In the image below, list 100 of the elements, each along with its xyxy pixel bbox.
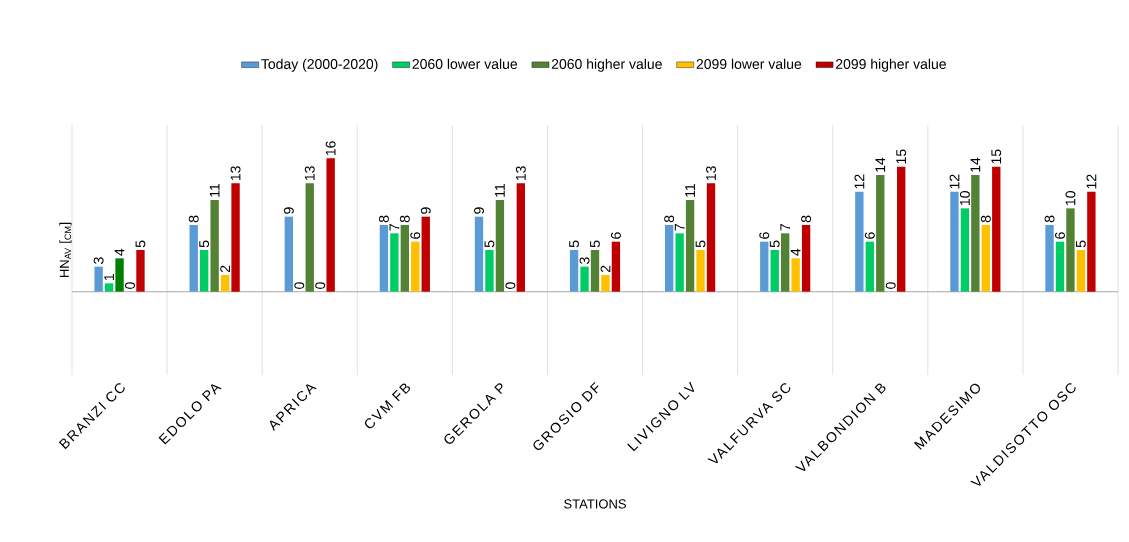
data-label: 8 — [378, 215, 389, 223]
data-label: 6 — [610, 232, 621, 239]
data-label: 13 — [304, 166, 315, 181]
data-label: 0 — [294, 282, 305, 289]
data-label: 6 — [864, 232, 875, 239]
bar — [971, 175, 980, 292]
legend-label: Today (2000-2020) — [261, 58, 378, 72]
legend-label: 2099 lower value — [696, 58, 802, 69]
data-label: 0 — [505, 282, 516, 289]
legend-label: 2060 lower value — [412, 58, 518, 69]
bar — [897, 166, 906, 292]
bar — [104, 283, 114, 292]
data-label: 0 — [315, 282, 326, 289]
data-label: 10 — [959, 191, 970, 206]
data-label: 9 — [420, 207, 431, 214]
bar — [421, 216, 430, 292]
data-label: 14 — [970, 157, 981, 172]
bar — [876, 175, 885, 292]
data-label: 3 — [579, 257, 590, 264]
bar — [1076, 250, 1086, 292]
data-label: 4 — [790, 248, 801, 256]
bar — [1087, 191, 1096, 292]
bar — [115, 258, 124, 292]
data-label: 11 — [209, 183, 220, 197]
bar — [569, 250, 579, 292]
bar — [1055, 241, 1065, 292]
bar — [94, 266, 103, 292]
data-label: 15 — [896, 149, 907, 164]
bar — [411, 241, 420, 292]
data-label: 6 — [759, 232, 770, 239]
bar — [189, 225, 198, 292]
data-label: 9 — [474, 207, 484, 214]
bar — [284, 216, 293, 292]
data-label: 8 — [980, 215, 991, 223]
bar — [231, 183, 240, 292]
bar — [305, 183, 314, 292]
data-label: 13 — [706, 166, 716, 181]
data-label: 12 — [1086, 174, 1097, 189]
bar — [685, 200, 695, 292]
bar — [760, 241, 769, 292]
bar — [326, 158, 335, 292]
data-label: 5 — [769, 240, 780, 248]
data-label: 0 — [125, 282, 135, 289]
bar — [855, 191, 864, 292]
bar — [379, 225, 389, 292]
bar — [950, 191, 959, 292]
data-label: 1 — [104, 274, 114, 281]
bar — [675, 233, 684, 292]
data-label: 2 — [600, 265, 611, 273]
data-label: 5 — [199, 240, 210, 248]
bar — [865, 241, 874, 292]
legend-label: 2060 higher value — [551, 58, 662, 72]
bar — [516, 183, 526, 292]
y-axis-title: HN$_{AV}$ [$_{CM}$] — [59, 222, 72, 278]
bar — [1066, 208, 1075, 292]
data-label: 4 — [114, 248, 125, 256]
data-label: 13 — [230, 166, 241, 181]
bar — [580, 266, 589, 292]
bar — [136, 250, 145, 292]
bar — [474, 216, 484, 292]
data-label: 8 — [188, 215, 199, 223]
data-label: 16 — [325, 141, 336, 156]
data-label: 7 — [389, 224, 400, 231]
data-label: 3 — [93, 257, 104, 264]
data-label: 13 — [515, 166, 526, 181]
data-label: 5 — [484, 240, 495, 248]
bar — [1045, 225, 1054, 292]
data-label: 5 — [135, 240, 146, 248]
bar — [200, 250, 209, 292]
bar — [611, 241, 621, 292]
data-label: 5 — [569, 240, 579, 248]
data-label: 8 — [664, 215, 675, 223]
data-label: 5 — [1076, 240, 1086, 248]
data-label: 14 — [875, 157, 886, 172]
legend-label: 2099 higher value — [835, 58, 946, 72]
data-label: 10 — [1065, 191, 1076, 206]
data-label: 8 — [801, 215, 812, 223]
data-label: 8 — [1044, 215, 1055, 223]
bar — [590, 250, 600, 292]
bar — [601, 275, 610, 292]
data-label: 0 — [885, 282, 896, 289]
bar — [781, 233, 790, 292]
data-label: 7 — [780, 224, 790, 231]
bar — [390, 233, 399, 292]
bar — [992, 166, 1001, 292]
bar — [210, 200, 219, 292]
data-label: 9 — [283, 207, 294, 214]
data-label: 15 — [991, 149, 1002, 164]
data-label: 8 — [399, 215, 410, 223]
bar — [960, 208, 970, 292]
data-label: 5 — [590, 240, 600, 248]
bar — [981, 225, 990, 292]
bar — [664, 225, 674, 292]
data-label: 11 — [495, 183, 505, 197]
bar — [495, 200, 505, 292]
data-label: 6 — [410, 232, 421, 239]
bar — [400, 225, 410, 292]
x-axis-title: STATIONS — [564, 499, 626, 509]
data-label: 11 — [685, 183, 695, 197]
bar — [220, 275, 230, 292]
